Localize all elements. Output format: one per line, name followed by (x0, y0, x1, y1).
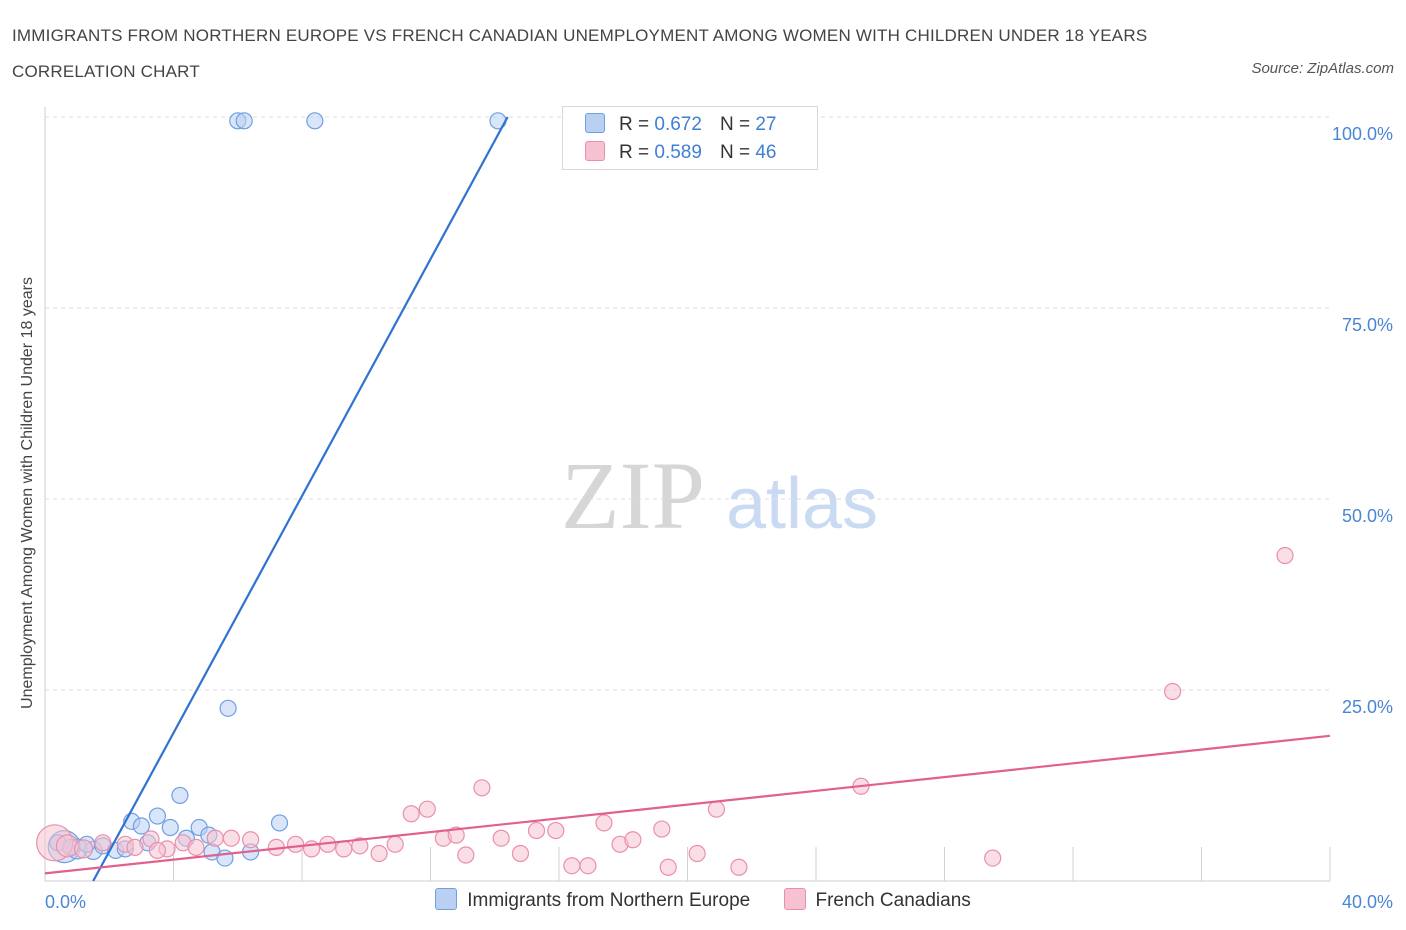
point-french-canadians (579, 857, 597, 875)
legend-item-french-canadians: French Canadians (783, 888, 971, 912)
point-northern-europe (219, 699, 237, 717)
point-french-canadians (222, 829, 240, 847)
trend-line-northern-europe (92, 116, 509, 882)
watermark-zip: ZIP (561, 442, 705, 549)
point-french-canadians (730, 858, 748, 876)
y-tick-label: 25.0% (1342, 697, 1393, 717)
legend-label: French Canadians (815, 890, 971, 911)
legend-n-value: 27 (755, 114, 777, 135)
source-label: Source: ZipAtlas.com (1251, 60, 1394, 77)
point-french-canadians (447, 826, 465, 844)
point-french-canadians (624, 831, 642, 849)
point-french-canadians (418, 800, 436, 818)
point-french-canadians (457, 846, 475, 864)
point-french-canadians (492, 829, 510, 847)
point-french-canadians (286, 835, 305, 853)
point-french-canadians (984, 849, 1002, 867)
point-french-canadians (595, 814, 613, 832)
trend-line-french-canadians (44, 734, 1331, 875)
legend-row-french-canadians: R = 0.589 N = 46 (585, 141, 776, 165)
legend-n-value: 46 (755, 142, 777, 163)
series-legend: Immigrants from Northern Europe French C… (0, 888, 1406, 912)
point-french-canadians (351, 837, 369, 855)
legend-item-northern-europe: Immigrants from Northern Europe (435, 888, 750, 912)
point-french-canadians (242, 831, 260, 849)
point-french-canadians (187, 838, 205, 856)
correlation-legend: R = 0.672 N = 27 R = 0.589 N = 46 (562, 106, 818, 170)
point-french-canadians (402, 805, 420, 823)
chart-title: IMMIGRANTS FROM NORTHERN EUROPE VS FRENC… (12, 26, 1148, 81)
point-french-canadians (73, 839, 94, 859)
point-french-canadians (653, 820, 671, 838)
legend-r-value: 0.589 (654, 142, 702, 163)
legend-swatch-pink (783, 888, 806, 910)
point-northern-europe (132, 817, 150, 835)
point-northern-europe (235, 112, 253, 130)
point-french-canadians (511, 844, 530, 863)
point-french-canadians (563, 857, 581, 875)
point-french-canadians (659, 858, 677, 876)
point-northern-europe (171, 786, 189, 805)
legend-r-label: R = (619, 114, 650, 135)
x-tick-label: 0.0% (45, 892, 86, 912)
legend-r-label: R = (619, 142, 650, 163)
legend-n-label: N = (719, 114, 751, 135)
point-french-canadians (206, 829, 224, 847)
legend-row-northern-europe: R = 0.672 N = 27 (585, 113, 776, 137)
legend-n-label: N = (719, 142, 751, 163)
legend-r-value: 0.672 (654, 114, 702, 135)
point-french-canadians (126, 838, 144, 856)
point-french-canadians (94, 834, 112, 852)
watermark-atlas: atlas (726, 464, 878, 544)
point-french-canadians (688, 844, 706, 863)
point-french-canadians (1163, 682, 1182, 701)
point-french-canadians (370, 844, 388, 863)
legend-swatch-blue (435, 888, 458, 910)
point-northern-europe (270, 814, 289, 832)
point-french-canadians (547, 821, 565, 840)
point-northern-europe (161, 818, 179, 837)
point-french-canadians (707, 800, 726, 818)
point-french-canadians (335, 840, 353, 858)
point-french-canadians (527, 821, 546, 840)
point-french-canadians (148, 841, 167, 860)
point-northern-europe (306, 112, 324, 130)
legend-swatch-pink (585, 141, 605, 161)
x-tick-label: 40.0% (1342, 892, 1393, 912)
legend-label: Immigrants from Northern Europe (467, 890, 751, 911)
legend-swatch-blue (585, 113, 605, 133)
point-french-canadians (473, 779, 491, 797)
y-tick-label: 75.0% (1342, 315, 1393, 335)
y-tick-label: 100.0% (1332, 124, 1393, 144)
point-french-canadians (386, 835, 404, 853)
point-northern-europe (148, 807, 167, 825)
y-tick-label: 50.0% (1342, 506, 1393, 526)
point-french-canadians (1276, 546, 1294, 565)
